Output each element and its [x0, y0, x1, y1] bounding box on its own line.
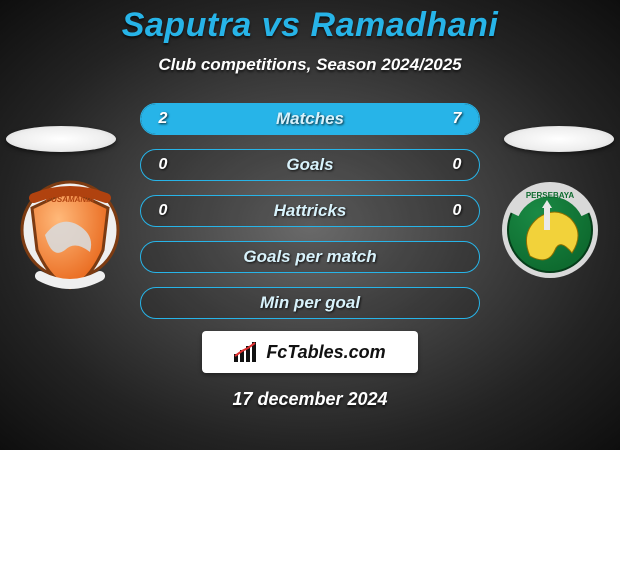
stat-row: Hattricks0 0 — [140, 195, 480, 227]
stat-row: Matches2 7 — [140, 103, 480, 135]
comparison-card: PUSAMANIA PERSEBAYA Saputra vs Ramadhani… — [0, 0, 620, 450]
stat-label: Goals — [141, 150, 479, 180]
stat-value-right: 0 — [439, 196, 475, 226]
stat-label: Goals per match — [141, 242, 479, 272]
stat-row: Min per goal — [140, 287, 480, 319]
stat-label: Min per goal — [141, 288, 479, 318]
stat-value-right: 7 — [439, 104, 475, 134]
stat-label: Hattricks — [141, 196, 479, 226]
bar-chart-icon — [234, 342, 260, 362]
comparison-title: Saputra vs Ramadhani — [0, 6, 620, 45]
stat-value-left: 2 — [145, 104, 181, 134]
content-wrap: Saputra vs Ramadhani Club competitions, … — [0, 0, 620, 410]
stat-row: Goals0 0 — [140, 149, 480, 181]
branding-badge[interactable]: FcTables.com — [202, 331, 418, 373]
stat-row: Goals per match — [140, 241, 480, 273]
stat-value-left: 0 — [145, 196, 181, 226]
stat-value-left: 0 — [145, 150, 181, 180]
branding-text: FcTables.com — [266, 342, 385, 363]
comparison-subtitle: Club competitions, Season 2024/2025 — [0, 55, 620, 75]
stat-label: Matches — [141, 104, 479, 134]
card-date: 17 december 2024 — [0, 389, 620, 410]
stat-value-right: 0 — [439, 150, 475, 180]
stats-list: Matches27Goals00Hattricks00Goals per mat… — [140, 103, 480, 319]
